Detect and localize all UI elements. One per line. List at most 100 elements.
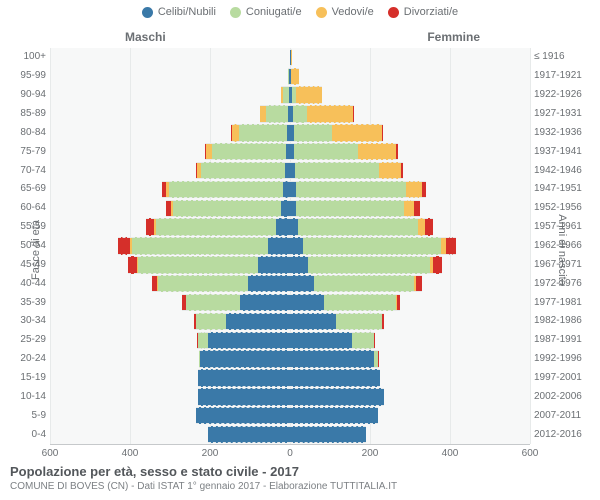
bar-seg-married: [201, 162, 285, 179]
bar-seg-widowed: [332, 124, 382, 141]
age-row: [50, 68, 530, 85]
legend-label: Divorziati/e: [404, 6, 458, 18]
bar-seg-single: [240, 294, 290, 311]
chart-footer: Popolazione per età, sesso e stato civil…: [10, 464, 590, 492]
age-row: [50, 86, 530, 103]
age-row: [50, 350, 530, 367]
bar-seg-single: [200, 350, 290, 367]
age-label: 60-64: [2, 202, 46, 213]
population-pyramid-chart: Celibi/NubiliConiugati/eVedovi/eDivorzia…: [0, 0, 600, 500]
x-tick: 0: [287, 448, 293, 459]
bar-seg-divorced: [382, 124, 383, 141]
bar-seg-married: [196, 313, 226, 330]
legend-label: Coniugati/e: [246, 6, 302, 18]
age-row: [50, 181, 530, 198]
age-label: 5-9: [2, 410, 46, 421]
bar-seg-single: [290, 350, 374, 367]
chart-subtitle: COMUNE DI BOVES (CN) - Dati ISTAT 1° gen…: [10, 481, 590, 492]
birth-label: 1917-1921: [534, 70, 596, 81]
age-label: 30-34: [2, 315, 46, 326]
bar-seg-married: [158, 275, 248, 292]
age-label: 10-14: [2, 391, 46, 402]
bar-seg-married: [303, 237, 441, 254]
age-label: 45-49: [2, 259, 46, 270]
age-row: [50, 105, 530, 122]
bar-seg-widowed: [406, 181, 422, 198]
legend-swatch: [230, 7, 241, 18]
x-tick: 600: [522, 448, 539, 459]
age-row: [50, 124, 530, 141]
bar-seg-single: [290, 332, 352, 349]
birth-label: 2002-2006: [534, 391, 596, 402]
age-row: [50, 294, 530, 311]
birth-label: 1937-1941: [534, 146, 596, 157]
bar-seg-widowed: [232, 124, 239, 141]
age-label: 20-24: [2, 353, 46, 364]
bar-seg-married: [156, 218, 276, 235]
chart-title: Popolazione per età, sesso e stato civil…: [10, 464, 590, 479]
age-row: [50, 388, 530, 405]
bar-seg-married: [294, 124, 332, 141]
age-row: [50, 237, 530, 254]
age-label: 80-84: [2, 127, 46, 138]
bar-seg-married: [198, 332, 208, 349]
bar-seg-divorced: [446, 237, 456, 254]
age-label: 95-99: [2, 70, 46, 81]
age-label: 70-74: [2, 165, 46, 176]
bar-seg-divorced: [118, 237, 130, 254]
bar-seg-single: [290, 313, 336, 330]
x-axis: 6004002000200400600: [50, 444, 530, 458]
bar-seg-married: [294, 143, 358, 160]
bar-seg-married: [324, 294, 396, 311]
birth-label: 1997-2001: [534, 372, 596, 383]
bar-seg-married: [186, 294, 240, 311]
bar-seg-married: [138, 256, 258, 273]
bar-seg-married: [296, 200, 404, 217]
bar-seg-married: [169, 181, 283, 198]
birth-label: 1952-1956: [534, 202, 596, 213]
age-label: 75-79: [2, 146, 46, 157]
bar-seg-married: [293, 105, 307, 122]
birth-label: 1987-1991: [534, 334, 596, 345]
bar-seg-married: [266, 105, 288, 122]
bar-seg-single: [290, 369, 380, 386]
bar-seg-married: [173, 200, 281, 217]
age-label: 90-94: [2, 89, 46, 100]
bar-seg-married: [298, 218, 418, 235]
birth-label: 1972-1976: [534, 278, 596, 289]
bar-seg-single: [196, 407, 290, 424]
bar-seg-married: [212, 143, 286, 160]
bar-seg-single: [290, 294, 324, 311]
legend-swatch: [316, 7, 327, 18]
bar-seg-single: [290, 407, 378, 424]
legend-swatch: [142, 7, 153, 18]
bar-seg-single: [290, 218, 298, 235]
bar-seg-single: [276, 218, 290, 235]
birth-label: 1932-1936: [534, 127, 596, 138]
age-row: [50, 162, 530, 179]
age-row: [50, 369, 530, 386]
bar-seg-married: [314, 275, 414, 292]
bar-seg-divorced: [414, 200, 420, 217]
birth-label: 1982-1986: [534, 315, 596, 326]
birth-label: 1962-1966: [534, 240, 596, 251]
birth-label: 1922-1926: [534, 89, 596, 100]
bar-seg-single: [208, 426, 290, 443]
bar-seg-married: [296, 181, 406, 198]
birth-label: ≤ 1916: [534, 51, 596, 62]
bar-seg-married: [336, 313, 382, 330]
age-row: [50, 49, 530, 66]
bar-seg-married: [308, 256, 430, 273]
bar-seg-divorced: [353, 105, 354, 122]
bar-seg-widowed: [291, 49, 292, 66]
bar-seg-widowed: [404, 200, 414, 217]
birth-label: 1942-1946: [534, 165, 596, 176]
bar-seg-married: [352, 332, 374, 349]
bar-seg-divorced: [425, 218, 433, 235]
bar-seg-single: [281, 200, 290, 217]
bar-seg-divorced: [422, 181, 426, 198]
x-tick: 400: [122, 448, 139, 459]
legend-label: Vedovi/e: [332, 6, 374, 18]
gender-labels: Maschi Femmine: [0, 30, 600, 44]
bar-seg-single: [198, 369, 290, 386]
